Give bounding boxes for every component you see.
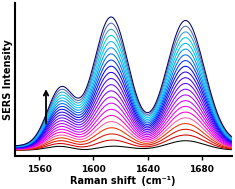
Y-axis label: SERS Intensity: SERS Intensity	[4, 40, 13, 120]
X-axis label: Raman shift  (cm⁻¹): Raman shift (cm⁻¹)	[70, 176, 176, 186]
